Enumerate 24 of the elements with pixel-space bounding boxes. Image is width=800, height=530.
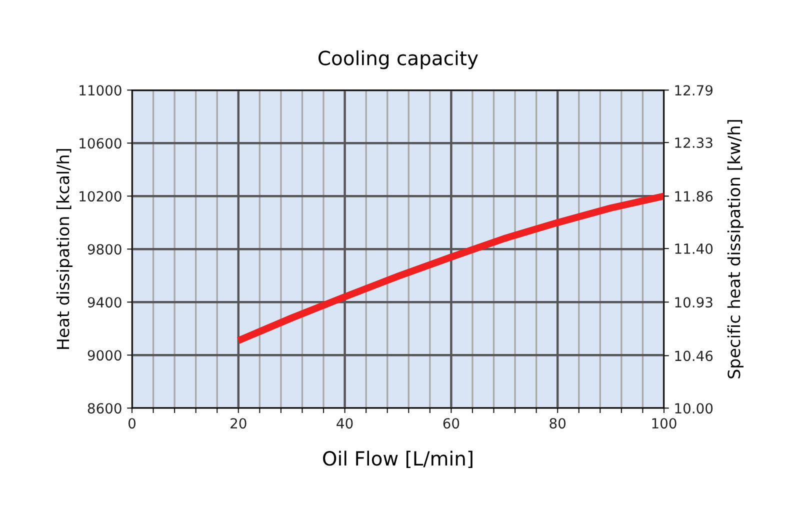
y-tick-label: 11000: [80, 85, 122, 96]
x-tick-label: 0: [128, 418, 136, 429]
y-tick-label: 9400: [88, 297, 122, 308]
y-tick-label: 10200: [80, 191, 122, 202]
y2-tick-label: 12.79: [675, 85, 713, 96]
x-tick-label: 60: [443, 418, 460, 429]
y2-axis-title: Specific heat dissipation [kw/h]: [727, 120, 744, 378]
y2-tick-label: 12.33: [675, 138, 712, 148]
y-axis-title: Heat dissipation [kcal/h]: [56, 149, 73, 349]
y2-tick-label: 10.00: [675, 403, 713, 414]
x-tick-label: 40: [336, 418, 353, 429]
x-tick-label: 80: [550, 418, 566, 429]
y2-tick-label: 11.86: [675, 191, 713, 202]
y-tick-label: 9800: [88, 244, 122, 255]
y2-tick-label: 10.93: [675, 297, 712, 308]
chart-title: Cooling capacity: [318, 50, 478, 70]
y-tick-label: 10600: [80, 138, 122, 149]
y2-tick-label: 11.40: [675, 244, 713, 254]
x-tick-label: 20: [230, 418, 246, 429]
y-tick-label: 9000: [88, 350, 122, 361]
y2-tick-label: 10.46: [675, 350, 713, 362]
y-tick-label: 8600: [88, 403, 122, 414]
x-axis-title: Oil Flow [L/min]: [323, 450, 472, 468]
x-tick-label: 100: [652, 418, 676, 429]
